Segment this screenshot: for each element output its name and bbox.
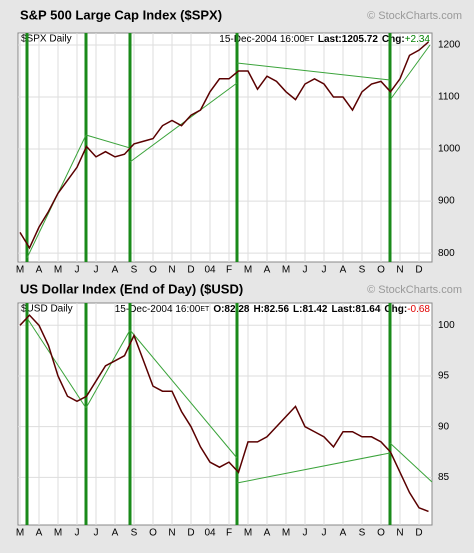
x-tick-label: J bbox=[94, 528, 99, 539]
x-tick-label: J bbox=[322, 528, 327, 539]
x-tick-label: J bbox=[303, 528, 308, 539]
x-tick-label: J bbox=[75, 265, 80, 276]
trend-line bbox=[236, 62, 391, 81]
x-tick-label: M bbox=[282, 265, 290, 276]
trend-line bbox=[389, 44, 431, 101]
stat: H:82.56 bbox=[253, 304, 289, 315]
info-line: 15-Dec-2004 16:00ET Last:1205.72 Chg:+2.34 bbox=[219, 34, 430, 45]
trend-line bbox=[26, 317, 87, 409]
y-tick-label: 900 bbox=[438, 196, 455, 207]
x-tick-label: M bbox=[16, 265, 24, 276]
x-tick-label: O bbox=[377, 265, 385, 276]
timezone: ET bbox=[305, 36, 315, 43]
x-tick-label: S bbox=[131, 528, 138, 539]
x-tick-label: S bbox=[131, 265, 138, 276]
x-tick-label: A bbox=[340, 265, 347, 276]
change: +2.34 bbox=[405, 34, 431, 45]
y-tick-label: 1000 bbox=[438, 144, 461, 155]
date: 15-Dec-2004 16:00 bbox=[219, 34, 305, 45]
x-tick-label: F bbox=[226, 265, 232, 276]
plot-area bbox=[17, 302, 433, 526]
price-line bbox=[19, 314, 429, 513]
x-tick-label: J bbox=[75, 528, 80, 539]
trend-line bbox=[236, 452, 391, 484]
trend-line bbox=[85, 329, 131, 409]
x-tick-label: A bbox=[264, 528, 271, 539]
y-tick-label: 800 bbox=[438, 248, 455, 259]
chart-title: S&P 500 Large Cap Index ($SPX) bbox=[20, 7, 222, 22]
x-tick-label: N bbox=[168, 528, 175, 539]
x-tick-label: N bbox=[168, 265, 175, 276]
x-tick-label: 04 bbox=[204, 265, 216, 276]
x-tick-label: A bbox=[36, 528, 43, 539]
x-tick-label: S bbox=[359, 528, 366, 539]
price-line bbox=[19, 41, 429, 250]
x-tick-label: J bbox=[322, 265, 327, 276]
timezone: ET bbox=[200, 306, 210, 313]
x-tick-label: S bbox=[359, 265, 366, 276]
x-tick-label: O bbox=[149, 265, 157, 276]
stat: Chg: bbox=[384, 304, 407, 315]
x-tick-label: F bbox=[226, 528, 232, 539]
x-tick-label: A bbox=[36, 265, 43, 276]
stat: Last:81.64 bbox=[332, 304, 381, 315]
stat: Last:1205.72 bbox=[318, 34, 378, 45]
x-tick-label: D bbox=[187, 265, 194, 276]
y-tick-label: 1100 bbox=[438, 92, 460, 103]
y-tick-label: 1200 bbox=[438, 40, 461, 51]
x-tick-label: J bbox=[94, 265, 99, 276]
watermark: © StockCharts.com bbox=[367, 10, 462, 22]
x-tick-label: N bbox=[396, 528, 403, 539]
x-tick-label: D bbox=[415, 528, 422, 539]
x-tick-label: M bbox=[54, 265, 62, 276]
x-tick-label: A bbox=[112, 265, 119, 276]
x-tick-label: M bbox=[244, 528, 252, 539]
y-tick-label: 100 bbox=[438, 320, 455, 331]
trend-line bbox=[389, 442, 433, 483]
x-tick-label: A bbox=[112, 528, 119, 539]
stat: L:81.42 bbox=[293, 304, 328, 315]
chart-title: US Dollar Index (End of Day) ($USD) bbox=[20, 281, 243, 296]
x-tick-label: O bbox=[377, 528, 385, 539]
change: -0.68 bbox=[407, 304, 430, 315]
y-tick-label: 95 bbox=[438, 371, 450, 382]
x-tick-label: O bbox=[149, 528, 157, 539]
date: 15-Dec-2004 16:00 bbox=[115, 304, 201, 315]
symbol: $USD Daily bbox=[21, 304, 73, 315]
x-tick-label: D bbox=[415, 265, 422, 276]
x-tick-label: M bbox=[282, 528, 290, 539]
x-tick-label: M bbox=[16, 528, 24, 539]
x-tick-label: A bbox=[340, 528, 347, 539]
x-tick-label: 04 bbox=[204, 528, 216, 539]
x-tick-label: A bbox=[264, 265, 271, 276]
info-line: 15-Dec-2004 16:00ET O:82.28 H:82.56 L:81.42… bbox=[115, 304, 431, 315]
watermark: © StockCharts.com bbox=[367, 284, 462, 296]
y-tick-label: 90 bbox=[438, 421, 450, 432]
x-tick-label: J bbox=[303, 265, 308, 276]
stat: O:82.28 bbox=[213, 304, 250, 315]
x-tick-label: D bbox=[187, 528, 194, 539]
trend-line bbox=[129, 329, 238, 459]
symbol: $SPX Daily bbox=[21, 34, 72, 45]
x-tick-label: M bbox=[54, 528, 62, 539]
stat: Chg: bbox=[382, 34, 405, 45]
x-tick-label: N bbox=[396, 265, 403, 276]
x-tick-label: M bbox=[244, 265, 252, 276]
trend-line bbox=[85, 134, 131, 149]
y-tick-label: 85 bbox=[438, 472, 450, 483]
